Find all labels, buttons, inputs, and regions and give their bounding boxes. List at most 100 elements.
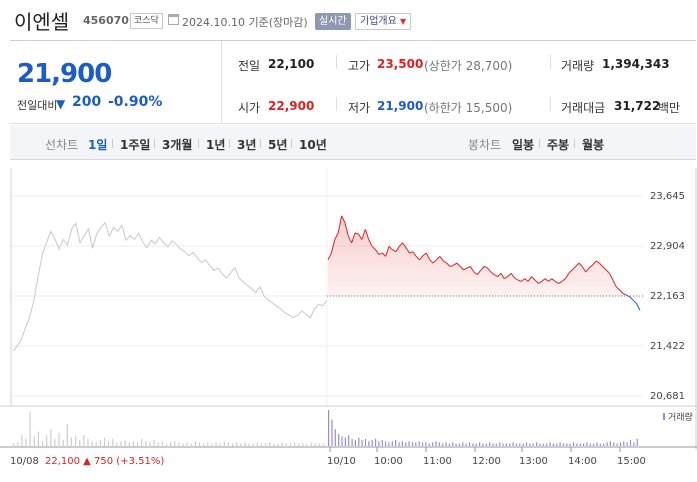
volume-bar bbox=[619, 442, 622, 446]
price-line-segment bbox=[551, 278, 556, 282]
volume-legend-marker bbox=[663, 413, 665, 420]
volume-bar bbox=[505, 443, 507, 446]
x-tick-label: 13:00 bbox=[519, 456, 548, 467]
realtime-button[interactable]: 실시간 bbox=[315, 13, 351, 30]
volume-bar bbox=[334, 429, 336, 446]
price-lines bbox=[12, 215, 643, 352]
price-line-segment bbox=[395, 246, 400, 252]
period-3m[interactable]: 3개월 bbox=[162, 138, 193, 152]
volume-bar-prev bbox=[190, 443, 192, 446]
candle-chart-label: 봉차트 bbox=[468, 138, 502, 152]
line-chart-label: 선차트 bbox=[45, 138, 79, 152]
x-tick-label: 10:00 bbox=[374, 456, 403, 467]
price-line-segment bbox=[344, 222, 349, 237]
price-line-segment bbox=[571, 266, 576, 271]
price-line-segment bbox=[351, 232, 356, 244]
volume-bar bbox=[603, 443, 605, 446]
price-line-segment bbox=[490, 271, 495, 275]
price-line-segment bbox=[507, 272, 512, 277]
volume-bar-prev bbox=[83, 435, 85, 446]
volume-legend-label: 거래량 bbox=[668, 411, 693, 423]
volume-bar bbox=[378, 441, 380, 446]
chart-period-bar: 선차트 1일 1주일 3개월 1년 3년 5년 10년 봉차트 일봉 주봉 월봉 bbox=[10, 125, 696, 160]
volume-bar bbox=[401, 441, 403, 446]
volume-bar-prev bbox=[128, 442, 130, 446]
price-line-segment bbox=[446, 262, 451, 267]
price-line-segment bbox=[398, 242, 403, 247]
price-line-segment bbox=[388, 245, 393, 250]
period-10y[interactable]: 10년 bbox=[299, 138, 327, 152]
volume-bar-prev bbox=[211, 443, 213, 446]
volume-bar bbox=[364, 438, 367, 446]
candle-monthly[interactable]: 월봉 bbox=[582, 138, 605, 152]
price-line-segment bbox=[517, 279, 522, 282]
volume-bar-prev bbox=[25, 438, 27, 446]
price-line-segment bbox=[327, 252, 332, 261]
volume-bar bbox=[586, 442, 588, 446]
price-line-segment bbox=[592, 260, 597, 266]
volume-bar bbox=[468, 442, 471, 446]
price-line-segment bbox=[409, 251, 413, 254]
price-line-segment bbox=[337, 215, 343, 233]
volume-bar-prev bbox=[277, 443, 279, 446]
chart-grid bbox=[10, 168, 697, 450]
volume-bar-prev bbox=[120, 441, 122, 446]
price-chart-svg: 23,645 22,904 22,163 21,422 20,681 거래량 10/08… bbox=[0, 168, 697, 467]
price-line-segment bbox=[330, 239, 336, 254]
price-line-segment bbox=[578, 262, 583, 267]
price-line-segment bbox=[626, 294, 631, 298]
price-line-segment bbox=[520, 278, 526, 282]
volume-bar bbox=[529, 443, 531, 446]
volume-bar-prev bbox=[182, 443, 184, 446]
volume-bar bbox=[525, 442, 528, 446]
volume-bar-prev bbox=[252, 443, 254, 446]
price-pane: 21,900 전일대비 ▼ 200 -0.90% bbox=[10, 41, 222, 124]
volume-bar bbox=[398, 442, 400, 446]
x-axis: 10/08 10/10 10:00 11:00 12:00 13:00 14:00 15:00 bbox=[10, 447, 646, 467]
volume-bar bbox=[562, 443, 564, 446]
volume-bar-prev bbox=[157, 442, 159, 446]
price-line-segment bbox=[629, 296, 634, 301]
price-line-segment bbox=[422, 252, 427, 257]
price-line-segment bbox=[585, 267, 590, 273]
volume-bar bbox=[331, 419, 333, 446]
candle-weekly[interactable]: 주봉 bbox=[547, 138, 570, 152]
company-overview-button[interactable]: 기업개요 ▼ bbox=[355, 13, 412, 30]
x-tick-label: 10/08 bbox=[10, 456, 39, 467]
volume-bar bbox=[499, 442, 501, 446]
volume-bar bbox=[556, 443, 558, 446]
volume-bar bbox=[351, 438, 353, 446]
volume-bar bbox=[515, 443, 518, 446]
divider bbox=[539, 139, 540, 148]
price-line-segment bbox=[415, 256, 420, 261]
price-line-segment bbox=[531, 276, 536, 281]
price-line-segment bbox=[558, 280, 563, 284]
price-line-segment bbox=[449, 264, 454, 267]
volume-bar bbox=[633, 442, 635, 446]
period-1d[interactable]: 1일 bbox=[88, 138, 108, 152]
volume-bar-prev bbox=[240, 443, 242, 446]
price-line-segment bbox=[619, 289, 624, 294]
volume-bar bbox=[358, 437, 360, 446]
divider bbox=[550, 55, 551, 69]
price-line-segment bbox=[564, 273, 570, 279]
price-line-segment bbox=[436, 256, 441, 261]
volume-bar bbox=[616, 443, 618, 446]
volume-bar-prev bbox=[116, 442, 118, 446]
prev-close-label: 전일 bbox=[238, 59, 261, 73]
price-chart[interactable]: 23,645 22,904 22,163 21,422 20,681 거래량 10/08… bbox=[0, 160, 697, 478]
period-1w[interactable]: 1주일 bbox=[120, 138, 151, 152]
period-1y[interactable]: 1년 bbox=[206, 138, 226, 152]
volume-bar-prev bbox=[203, 443, 205, 446]
volume-bar-prev bbox=[178, 442, 180, 446]
period-5y[interactable]: 5년 bbox=[268, 138, 288, 152]
period-3y[interactable]: 3년 bbox=[237, 138, 257, 152]
stock-name: 이엔셀 bbox=[14, 10, 70, 34]
volume-bar bbox=[338, 434, 340, 446]
candle-daily[interactable]: 일봉 bbox=[512, 138, 535, 152]
upper-limit: (상한가 28,700) bbox=[424, 59, 513, 73]
change-amount: 200 bbox=[72, 94, 102, 110]
volume-bar bbox=[415, 442, 417, 446]
price-line-segment bbox=[425, 252, 431, 261]
volume-bar bbox=[539, 443, 541, 446]
